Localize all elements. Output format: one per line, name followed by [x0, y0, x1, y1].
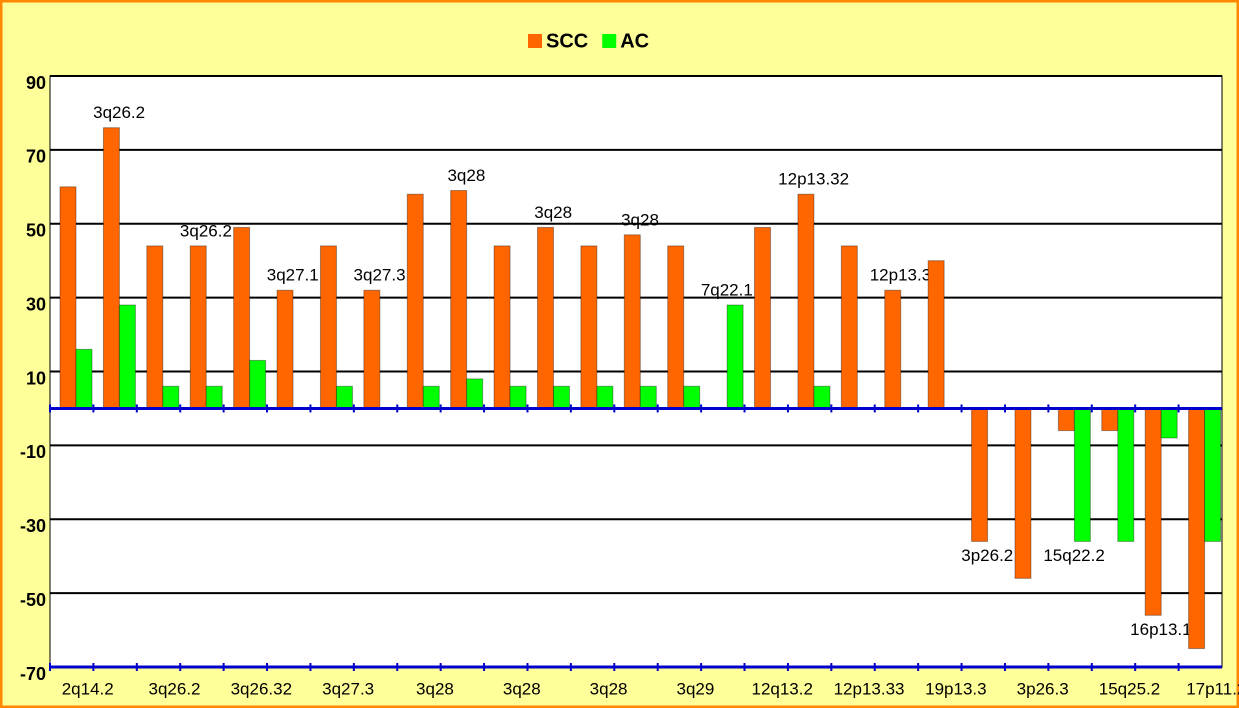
x-tick-label: 3q27.3: [322, 679, 374, 698]
bar: [1014, 407, 1032, 579]
bar: [1073, 407, 1091, 542]
y-tick-label: -70: [20, 664, 46, 684]
bar: [1144, 407, 1162, 616]
bar: [233, 226, 251, 409]
y-tick-label: -50: [20, 590, 46, 610]
bar: [466, 378, 484, 409]
bar-label: 12p13.32: [778, 170, 849, 189]
bar: [335, 385, 353, 409]
legend: SCC AC: [528, 30, 649, 52]
bar: [319, 245, 337, 409]
bar: [623, 234, 641, 409]
bar-label: 3q26.2: [93, 103, 145, 122]
bar: [406, 193, 424, 409]
bar-label: 7q22.1: [701, 280, 753, 299]
bar: [580, 245, 598, 409]
bar: [509, 385, 527, 409]
bar: [813, 385, 831, 409]
bar: [363, 289, 381, 409]
bar: [1188, 407, 1206, 650]
x-tick-label: 19p13.3: [925, 679, 986, 698]
bar: [493, 245, 511, 409]
bar: [205, 385, 223, 409]
x-tick-label: 2q14.2: [62, 679, 114, 698]
x-tick-label: 3q28: [503, 679, 541, 698]
bar-label: 3q27.3: [354, 266, 406, 285]
x-tick-label: 3q26.32: [231, 679, 292, 698]
bar: [146, 245, 164, 409]
bar-label: 3q28: [534, 203, 572, 222]
bar: [102, 127, 120, 409]
bar: [797, 193, 815, 409]
bar-label: 16p13.1: [1130, 620, 1191, 639]
bar: [971, 407, 989, 542]
bar: [1204, 407, 1222, 542]
bar: [726, 304, 744, 409]
bar: [75, 348, 93, 409]
bar: [927, 260, 945, 409]
bar: [596, 385, 614, 409]
y-tick-label: -10: [20, 442, 46, 462]
bar: [59, 186, 77, 409]
bar: [276, 289, 294, 409]
bar: [1101, 407, 1119, 432]
legend-label: AC: [620, 30, 649, 52]
bar-label: 3p26.2: [961, 546, 1013, 565]
bar-label: 3q28: [621, 210, 659, 229]
x-tick-label: 12p13.33: [834, 679, 905, 698]
bar: [249, 359, 267, 409]
x-tick-label: 3q29: [676, 679, 714, 698]
bar-label: 3q26.2: [180, 221, 232, 240]
bar: [552, 385, 570, 409]
x-tick-label: 3q28: [590, 679, 628, 698]
x-tick-label: 17p11.2: [1186, 679, 1239, 698]
x-tick-label: 3p26.3: [1017, 679, 1069, 698]
bar: [162, 385, 180, 409]
y-tick-label: 50: [26, 221, 46, 241]
x-tick-label: 3q28: [416, 679, 454, 698]
legend-swatch: [528, 34, 542, 48]
bar: [422, 385, 440, 409]
bar-label: 15q22.2: [1043, 546, 1104, 565]
bar: [118, 304, 136, 409]
bar: [667, 245, 685, 409]
legend-label: SCC: [546, 30, 588, 52]
legend-swatch: [602, 34, 617, 48]
bar: [450, 190, 468, 409]
bar-label: 3q27.1: [267, 266, 319, 285]
y-tick-label: 10: [26, 368, 46, 388]
y-tick-label: -30: [20, 516, 46, 536]
bar: [683, 385, 701, 409]
bar: [884, 289, 902, 409]
bar: [840, 245, 858, 409]
bar-label: 12p13.3: [870, 266, 931, 285]
bar: [754, 226, 772, 409]
bar-label: 3q28: [447, 166, 485, 185]
bar: [1117, 407, 1135, 542]
y-tick-label: 30: [26, 294, 46, 314]
y-tick-label: 70: [26, 147, 46, 167]
bar: [536, 226, 554, 409]
x-tick-label: 15q25.2: [1099, 679, 1160, 698]
bar: [1057, 407, 1075, 432]
bar: [189, 245, 207, 409]
bar: [1160, 407, 1178, 439]
y-tick-label: 90: [26, 73, 46, 93]
bar: [639, 385, 657, 409]
x-tick-label: 12q13.2: [751, 679, 812, 698]
x-tick-label: 3q26.2: [149, 679, 201, 698]
